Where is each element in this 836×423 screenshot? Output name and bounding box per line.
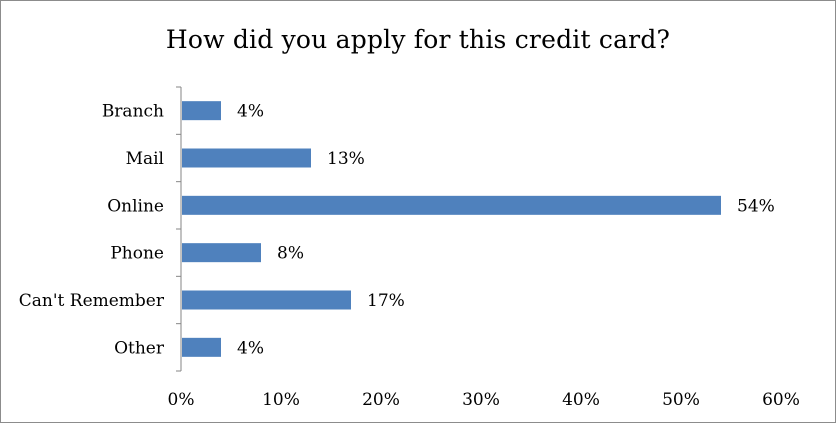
data-label: 13% <box>327 149 365 169</box>
x-tick-label: 20% <box>362 390 400 410</box>
bar <box>182 195 721 215</box>
category-label: Other <box>114 338 165 358</box>
chart-title: How did you apply for this credit card? <box>165 25 671 54</box>
data-label: 4% <box>237 102 264 122</box>
data-label: 4% <box>237 338 264 358</box>
x-tick-label: 50% <box>662 390 700 410</box>
x-tick-label: 10% <box>262 390 300 410</box>
data-label: 8% <box>277 244 304 264</box>
x-tick-label: 0% <box>168 390 195 410</box>
category-label: Online <box>107 196 164 216</box>
category-label: Branch <box>102 102 164 122</box>
x-tick-label: 30% <box>462 390 500 410</box>
category-label: Mail <box>126 149 164 169</box>
bar <box>182 148 311 168</box>
x-tick-label: 40% <box>562 390 600 410</box>
bar <box>182 243 261 263</box>
data-label: 17% <box>367 291 405 311</box>
data-label: 54% <box>737 196 775 216</box>
bar <box>182 101 221 121</box>
category-label: Phone <box>110 244 164 264</box>
x-tick-label: 60% <box>762 390 800 410</box>
category-label: Can't Remember <box>19 291 165 311</box>
bar <box>182 337 221 357</box>
bar <box>182 290 351 310</box>
